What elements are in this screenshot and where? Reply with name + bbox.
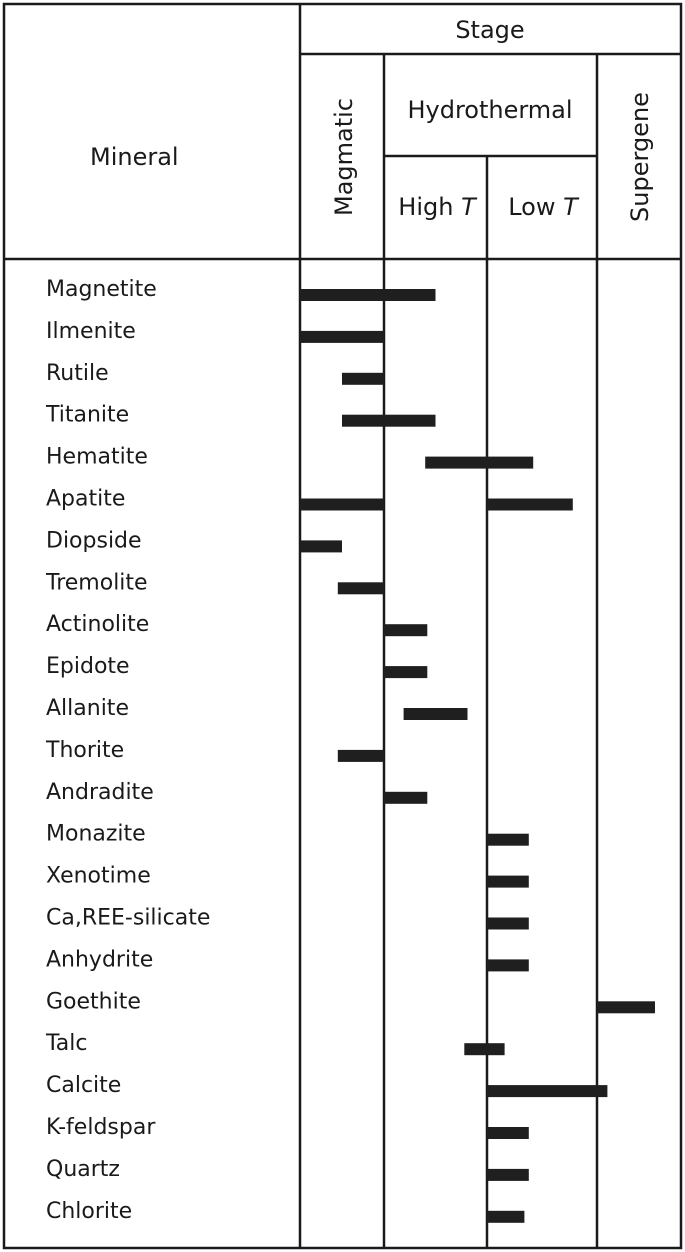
mineral-label: Calcite — [46, 1073, 121, 1098]
mineral-label: Diopside — [46, 528, 142, 553]
mineral-rows: Magnetite Ilmenite Rutile Titanite Hematite A… — [45, 277, 655, 1224]
stage-duration-bar — [337, 582, 384, 595]
high-t-header: High T — [398, 193, 478, 221]
mineral-label: K-feldspar — [46, 1115, 156, 1140]
stage-header: Stage — [455, 16, 524, 44]
supergene-header: Supergene — [626, 92, 654, 222]
magmatic-header: Magmatic — [330, 98, 358, 216]
stage-duration-bar — [337, 749, 384, 762]
mineral-label: Tremolite — [45, 570, 148, 595]
stage-duration-bar — [487, 1210, 525, 1223]
mineral-label: Titanite — [45, 403, 129, 428]
mineral-label: Magnetite — [46, 277, 157, 302]
stage-duration-bar — [464, 1043, 505, 1056]
stage-duration-bar — [342, 414, 436, 427]
stage-duration-bar — [300, 540, 342, 553]
stage-duration-bar — [487, 959, 529, 972]
stage-duration-bar — [342, 372, 384, 385]
mineral-label: Thorite — [45, 738, 124, 763]
mineral-label: Epidote — [46, 654, 130, 679]
mineral-label: Apatite — [46, 487, 125, 512]
stage-duration-bar — [487, 833, 529, 846]
mineral-label: Andradite — [46, 780, 154, 805]
stage-duration-bar — [384, 666, 428, 679]
mineral-label: Hematite — [46, 445, 148, 470]
stage-duration-bar — [487, 498, 573, 511]
mineral-label: Xenotime — [46, 864, 151, 889]
mineral-label: Monazite — [46, 822, 146, 847]
stage-duration-bar — [487, 917, 529, 930]
stage-duration-bar — [597, 1001, 655, 1014]
mineral-label: Anhydrite — [46, 947, 153, 972]
mineral-label: Allanite — [46, 696, 129, 721]
mineral-column-header: Mineral — [90, 143, 179, 171]
mineral-label: Actinolite — [46, 612, 149, 637]
stage-duration-bar — [300, 498, 384, 511]
stage-duration-bar — [300, 289, 436, 301]
stage-duration-bar — [300, 330, 384, 343]
stage-duration-bar — [487, 1127, 529, 1139]
hydrothermal-header: Hydrothermal — [407, 96, 572, 124]
stage-duration-bar — [487, 1168, 529, 1181]
mineral-label: Goethite — [46, 989, 141, 1014]
mineral-label: Rutile — [46, 361, 109, 386]
mineral-label: Talc — [45, 1031, 88, 1056]
low-t-header: Low T — [508, 193, 580, 221]
stage-duration-bar — [425, 456, 534, 469]
stage-duration-bar — [403, 708, 468, 720]
table-header: Mineral Stage Hydrothermal High T Low T … — [90, 16, 654, 222]
mineral-label: Chlorite — [46, 1199, 132, 1224]
mineral-label: Ca,REE-silicate — [46, 906, 210, 931]
mineral-label: Ilmenite — [46, 319, 136, 344]
stage-duration-bar — [384, 791, 428, 804]
stage-duration-bar — [487, 1085, 608, 1098]
mineral-label: Quartz — [46, 1157, 120, 1182]
stage-duration-bar — [384, 624, 428, 637]
stage-duration-bar — [487, 875, 529, 888]
